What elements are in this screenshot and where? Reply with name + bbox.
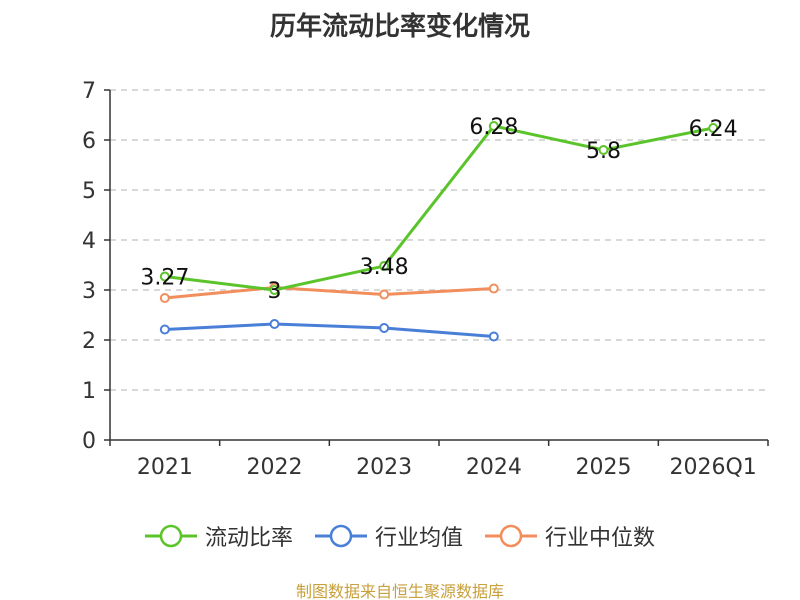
series-2-point-3	[490, 285, 498, 293]
y-tick-label-4: 4	[82, 229, 96, 254]
legend-item-2[interactable]: 行业中位数	[485, 520, 655, 552]
y-tick-label-5: 5	[82, 179, 96, 204]
x-tick-label-4: 2025	[576, 455, 632, 480]
series-line-0	[165, 126, 713, 290]
series-1-point-0	[161, 326, 169, 334]
x-tick-label-2: 2023	[356, 455, 412, 480]
data-label-0-1: 3	[268, 279, 282, 304]
series-2-point-2	[380, 291, 388, 299]
legend-label-1: 行业均值	[375, 520, 463, 552]
y-tick-label-3: 3	[82, 279, 96, 304]
y-tick-label-7: 7	[82, 79, 96, 104]
x-tick-label-1: 2022	[247, 455, 303, 480]
line-chart: 0 1 2 3 4 5 6 7 2021 2022 2023 2024 2025 2026Q1 3.27 3 3…	[0, 0, 800, 600]
x-tick-label-0: 2021	[137, 455, 193, 480]
data-label-0-5: 6.24	[689, 117, 738, 142]
y-tick-label-1: 1	[82, 379, 96, 404]
x-tick-label-3: 2024	[466, 455, 522, 480]
legend-swatch-2	[485, 523, 537, 549]
series-1-point-2	[380, 324, 388, 332]
source-note: 制图数据来自恒生聚源数据库	[0, 578, 800, 600]
legend-item-0[interactable]: 流动比率	[145, 520, 293, 552]
legend-swatch-marker-2	[501, 526, 521, 546]
series-2-point-0	[161, 294, 169, 302]
data-label-0-0: 3.27	[140, 266, 189, 291]
chart-title: 历年流动比率变化情况	[0, 6, 800, 43]
legend-item-1[interactable]: 行业均值	[315, 520, 463, 552]
legend-swatch-1	[315, 523, 367, 549]
y-tick-label-0: 0	[82, 429, 96, 454]
legend-swatch-marker-1	[331, 526, 351, 546]
legend-swatch-marker-0	[161, 526, 181, 546]
legend-swatch-0	[145, 523, 197, 549]
y-tick-label-2: 2	[82, 329, 96, 354]
chart-root: 0 1 2 3 4 5 6 7 2021 2022 2023 2024 2025 2026Q1 3.27 3 3…	[0, 0, 800, 600]
y-tick-label-6: 6	[82, 129, 96, 154]
data-label-0-4: 5.8	[586, 139, 621, 164]
series-1-point-3	[490, 333, 498, 341]
data-label-0-2: 3.48	[360, 255, 409, 280]
x-tick-label-5: 2026Q1	[670, 455, 757, 480]
legend-label-0: 流动比率	[205, 520, 293, 552]
series-line-2	[165, 288, 494, 299]
legend-label-2: 行业中位数	[545, 520, 655, 552]
legend: 流动比率 行业均值 行业中位数	[0, 520, 800, 552]
series-1-point-1	[271, 320, 279, 328]
series-line-1	[165, 324, 494, 337]
data-label-0-3: 6.28	[469, 115, 518, 140]
